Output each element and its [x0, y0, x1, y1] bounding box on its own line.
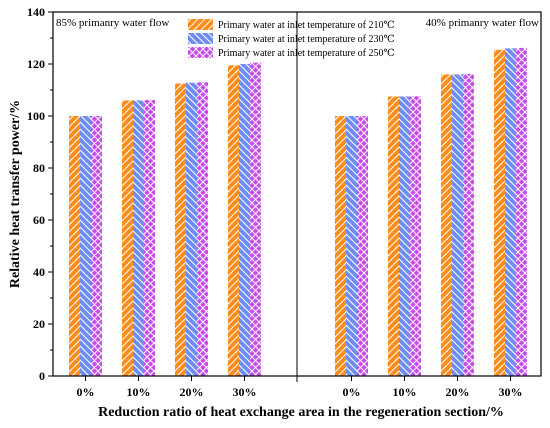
- x-axis-title: Reduction ratio of heat exchange area in…: [98, 405, 504, 420]
- y-tick-label: 140: [27, 5, 45, 19]
- legend-swatch-250: [188, 47, 213, 58]
- annotation-right-group: 40% primanry water flow: [426, 17, 539, 29]
- bar-g2-10pct-s3: [410, 96, 421, 377]
- y-tick-label: 20: [33, 317, 45, 331]
- bar-g1-0pct-s3: [91, 116, 102, 376]
- ticks-layer: 0 20 40 60 80 100 120 140 0% 10% 20% 30% 0% 10% 20% 30%: [27, 5, 523, 399]
- bar-g1-30pct-s1: [228, 65, 239, 377]
- x-tick-label: 10%: [127, 385, 151, 399]
- bar-g1-20pct-s2: [186, 82, 197, 376]
- annotation-left-group: 85% primanry water flow: [56, 17, 169, 29]
- x-tick-label: 0%: [343, 385, 361, 399]
- bar-g1-10pct-s3: [144, 99, 155, 376]
- y-tick-label: 60: [33, 213, 45, 227]
- bar-g2-10pct-s1: [388, 96, 399, 376]
- bar-g2-30pct-s1: [494, 49, 505, 376]
- bar-g2-20pct-s3: [463, 73, 474, 376]
- legend-label-210: Primary water at inlet temperature of 21…: [218, 20, 395, 31]
- y-tick-label: 0: [39, 369, 45, 383]
- bar-g1-10pct-s2: [133, 100, 144, 377]
- bar-g2-0pct-s1: [335, 116, 346, 376]
- bar-g2-0pct-s2: [346, 116, 357, 376]
- x-tick-label: 0%: [77, 385, 95, 399]
- bar-g1-10pct-s1: [122, 100, 133, 377]
- bar-g2-20pct-s2: [452, 74, 463, 377]
- bar-g1-30pct-s3: [250, 62, 261, 376]
- legend: Primary water at inlet temperature of 21…: [188, 19, 395, 59]
- bars-layer: [69, 47, 527, 377]
- legend-swatch-210: [188, 19, 213, 30]
- x-tick-label: 20%: [180, 385, 204, 399]
- x-tick-label: 10%: [393, 385, 417, 399]
- bar-g2-0pct-s3: [357, 116, 368, 376]
- bar-g1-20pct-s3: [197, 82, 208, 376]
- legend-label-230: Primary water at inlet temperature of 23…: [218, 34, 395, 45]
- y-tick-label: 100: [27, 109, 45, 123]
- y-axis-title: Relative heat transfer power/%: [8, 100, 23, 288]
- y-tick-label: 80: [33, 161, 45, 175]
- bar-g2-30pct-s2: [505, 48, 516, 377]
- legend-label-250: Primary water at inlet temperature of 25…: [218, 48, 395, 59]
- x-tick-label: 30%: [499, 385, 523, 399]
- x-tick-label: 30%: [233, 385, 257, 399]
- legend-swatch-230: [188, 33, 213, 44]
- x-tick-label: 20%: [446, 385, 470, 399]
- bar-g2-10pct-s2: [399, 96, 410, 376]
- bar-g1-0pct-s2: [80, 116, 91, 376]
- bar-g2-20pct-s1: [441, 74, 452, 377]
- bar-g1-20pct-s1: [175, 83, 186, 376]
- bar-g1-30pct-s2: [239, 64, 250, 376]
- y-tick-label: 120: [27, 57, 45, 71]
- bar-g2-30pct-s3: [516, 47, 527, 376]
- y-tick-label: 40: [33, 265, 45, 279]
- bar-g1-0pct-s1: [69, 116, 80, 376]
